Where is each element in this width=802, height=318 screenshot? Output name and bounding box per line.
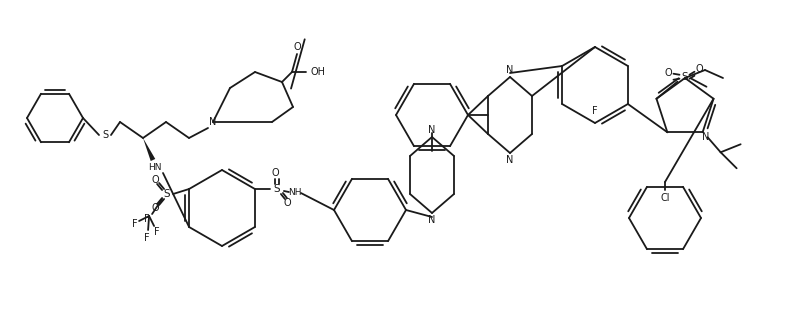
Text: O: O — [151, 203, 159, 213]
Text: O: O — [695, 64, 703, 74]
Text: HN: HN — [148, 163, 161, 172]
Text: OH: OH — [310, 67, 325, 77]
Text: N: N — [506, 155, 513, 165]
Text: S: S — [102, 130, 108, 140]
Text: O: O — [664, 68, 671, 78]
Text: S: S — [273, 184, 280, 194]
Text: O: O — [293, 42, 301, 52]
Text: N: N — [427, 125, 435, 135]
Text: S: S — [680, 72, 687, 82]
Text: F: F — [132, 219, 138, 229]
Text: F: F — [154, 227, 160, 237]
Text: N: N — [209, 117, 217, 127]
Text: F: F — [591, 106, 597, 116]
Text: N: N — [506, 65, 513, 75]
Polygon shape — [143, 138, 155, 161]
Text: F: F — [144, 233, 150, 243]
Text: N: N — [701, 132, 708, 142]
Text: O: O — [151, 175, 159, 185]
Text: O: O — [271, 168, 278, 178]
Text: S: S — [164, 189, 170, 199]
Text: F: F — [144, 214, 150, 224]
Text: O: O — [283, 198, 290, 208]
Text: NH: NH — [288, 189, 302, 197]
Text: Cl: Cl — [659, 193, 669, 203]
Text: N: N — [427, 215, 435, 225]
